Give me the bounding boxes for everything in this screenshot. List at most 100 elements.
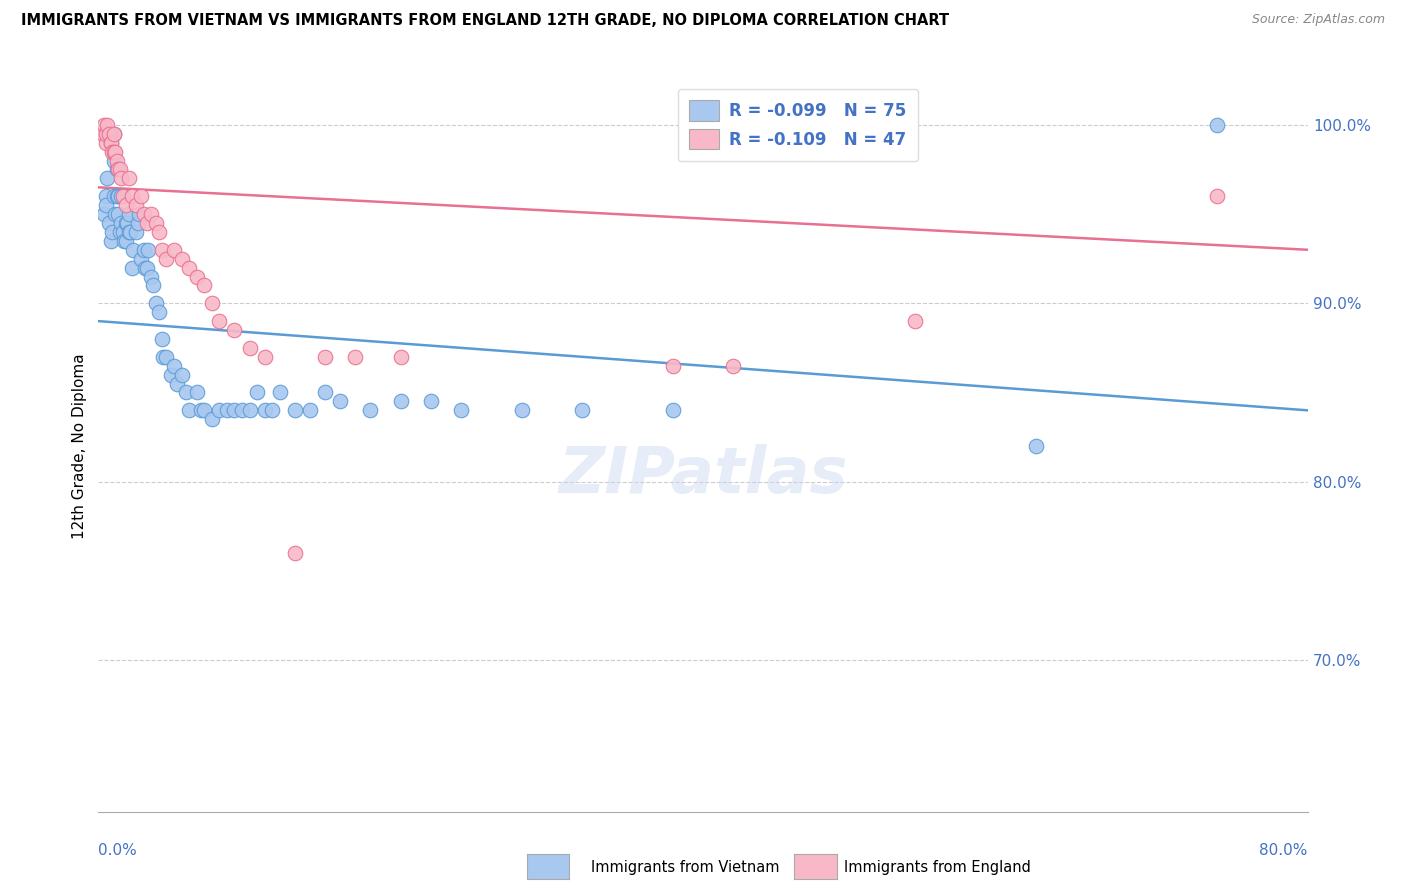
Point: [134, 260, 156, 275]
Point: [163, 359, 186, 373]
Point: [170, 252, 193, 266]
Point: [253, 403, 276, 417]
Y-axis label: 12th Grade, No Diploma: 12th Grade, No Diploma: [72, 353, 87, 539]
Text: 80.0%: 80.0%: [1260, 843, 1308, 858]
Point: [108, 225, 131, 239]
Point: [129, 252, 152, 266]
Point: [299, 403, 322, 417]
Point: [1206, 189, 1229, 203]
Point: [904, 314, 927, 328]
Point: [174, 385, 197, 400]
Point: [94, 127, 117, 141]
Point: [135, 260, 157, 275]
Point: [152, 350, 174, 364]
Point: [269, 385, 291, 400]
Point: [179, 260, 201, 275]
Point: [105, 153, 128, 168]
Point: [389, 350, 412, 364]
Point: [155, 252, 177, 266]
Point: [314, 350, 336, 364]
Point: [208, 314, 231, 328]
Point: [231, 403, 253, 417]
Point: [104, 145, 127, 159]
Point: [360, 403, 382, 417]
Point: [389, 394, 412, 409]
Point: [193, 278, 215, 293]
Point: [125, 198, 148, 212]
Point: [122, 243, 145, 257]
Point: [510, 403, 533, 417]
Point: [105, 162, 128, 177]
Text: Immigrants from Vietnam: Immigrants from Vietnam: [591, 860, 779, 874]
Point: [208, 403, 231, 417]
Point: [344, 350, 367, 364]
Point: [121, 189, 143, 203]
Point: [114, 216, 136, 230]
Point: [100, 136, 122, 150]
Point: [96, 171, 118, 186]
Point: [93, 118, 115, 132]
Point: [110, 189, 132, 203]
Point: [239, 341, 262, 355]
Point: [94, 198, 117, 212]
Point: [148, 225, 170, 239]
Text: Source: ZipAtlas.com: Source: ZipAtlas.com: [1251, 13, 1385, 27]
Point: [136, 243, 159, 257]
Point: [115, 216, 138, 230]
Point: [201, 412, 224, 426]
Point: [253, 350, 276, 364]
Point: [120, 225, 142, 239]
Point: [105, 189, 128, 203]
Point: [96, 118, 118, 132]
Point: [723, 359, 745, 373]
Point: [246, 385, 269, 400]
Point: [1206, 118, 1229, 132]
Point: [111, 225, 134, 239]
Point: [101, 225, 124, 239]
Text: ZIPatlas: ZIPatlas: [558, 444, 848, 507]
Point: [129, 189, 152, 203]
Point: [110, 171, 132, 186]
Point: [98, 127, 121, 141]
Point: [111, 189, 134, 203]
Point: [107, 207, 129, 221]
Point: [329, 394, 352, 409]
Point: [98, 216, 121, 230]
Point: [135, 216, 157, 230]
Point: [118, 171, 141, 186]
Point: [179, 403, 201, 417]
Point: [93, 207, 115, 221]
Point: [132, 243, 155, 257]
Point: [125, 225, 148, 239]
Text: IMMIGRANTS FROM VIETNAM VS IMMIGRANTS FROM ENGLAND 12TH GRADE, NO DIPLOMA CORREL: IMMIGRANTS FROM VIETNAM VS IMMIGRANTS FR…: [21, 13, 949, 29]
Point: [571, 403, 593, 417]
Point: [110, 216, 132, 230]
Point: [94, 189, 117, 203]
Point: [262, 403, 284, 417]
Point: [224, 323, 246, 337]
Point: [107, 162, 129, 177]
Point: [186, 385, 208, 400]
Point: [103, 145, 125, 159]
Point: [662, 359, 685, 373]
Point: [114, 234, 136, 248]
Point: [314, 385, 336, 400]
Point: [186, 269, 208, 284]
Point: [112, 234, 135, 248]
Point: [127, 216, 149, 230]
Point: [91, 127, 114, 141]
Point: [108, 162, 131, 177]
Point: [114, 198, 136, 212]
Point: [160, 368, 183, 382]
Point: [118, 225, 141, 239]
Point: [103, 189, 125, 203]
Point: [150, 243, 173, 257]
Point: [141, 207, 163, 221]
Point: [420, 394, 443, 409]
Point: [450, 403, 472, 417]
Point: [103, 127, 125, 141]
Point: [100, 234, 122, 248]
Point: [104, 207, 127, 221]
Legend: R = -0.099   N = 75, R = -0.109   N = 47: R = -0.099 N = 75, R = -0.109 N = 47: [678, 88, 918, 161]
Point: [100, 136, 122, 150]
